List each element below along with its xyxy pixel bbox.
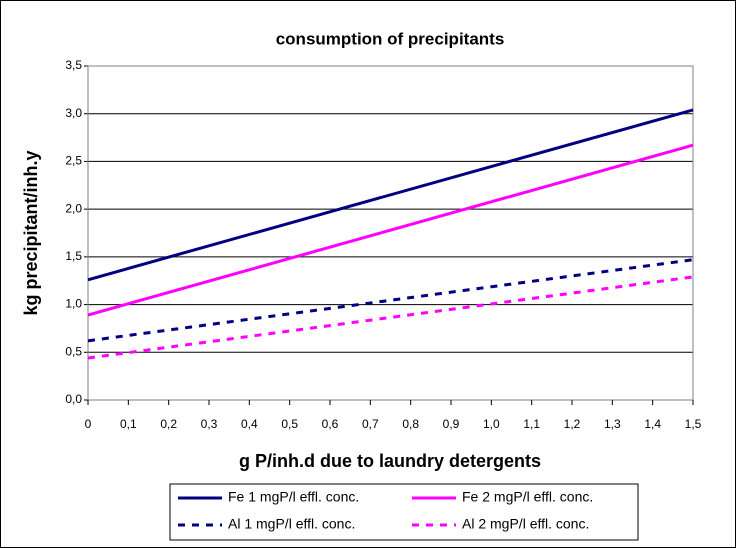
x-tick-label: 1,5 [685, 417, 702, 431]
x-tick-label: 0,3 [201, 417, 218, 431]
y-axis-title: kg precipitant/inh.y [21, 150, 41, 315]
x-tick-label: 0 [85, 417, 92, 431]
series-line [87, 108, 694, 282]
x-tick-label: 0,1 [120, 417, 137, 431]
x-tick-label: 0,4 [241, 417, 258, 431]
plot-border [87, 65, 694, 401]
x-tick-label: 0,2 [160, 417, 177, 431]
y-tick-label: 3,5 [65, 58, 82, 72]
chart-title: consumption of precipitants [276, 29, 505, 48]
legend-box [169, 483, 639, 541]
series-line [87, 143, 694, 317]
y-tick-label: 2,0 [65, 201, 82, 215]
x-tick-label: 1,3 [604, 417, 621, 431]
legend-label: Al 1 mgP/l effl. conc. [228, 516, 355, 532]
series-line [87, 258, 694, 343]
x-tick-label: 0,9 [443, 417, 460, 431]
x-tick-label: 1,4 [644, 417, 661, 431]
legend-label: Fe 2 mgP/l effl. conc. [462, 489, 593, 505]
y-tick-label: 2,5 [65, 154, 82, 168]
legend-label: Al 2 mgP/l effl. conc. [462, 516, 589, 532]
x-axis-title: g P/inh.d due to laundry detergents [239, 451, 541, 471]
y-tick-label: 3,0 [65, 106, 82, 120]
x-tick-label: 0,7 [362, 417, 379, 431]
x-tick-label: 0,6 [322, 417, 339, 431]
x-tick-label: 0,5 [281, 417, 298, 431]
y-tick-label: 0,5 [65, 344, 82, 358]
x-tick-label: 1,1 [523, 417, 540, 431]
y-tick-label: 1,5 [65, 249, 82, 263]
x-tick-label: 1,0 [483, 417, 500, 431]
legend-label: Fe 1 mgP/l effl. conc. [228, 489, 359, 505]
y-tick-label: 0,0 [65, 392, 82, 406]
x-tick-label: 0,8 [402, 417, 419, 431]
y-tick-label: 1,0 [65, 297, 82, 311]
x-tick-label: 1,2 [564, 417, 581, 431]
series-line [87, 275, 694, 360]
